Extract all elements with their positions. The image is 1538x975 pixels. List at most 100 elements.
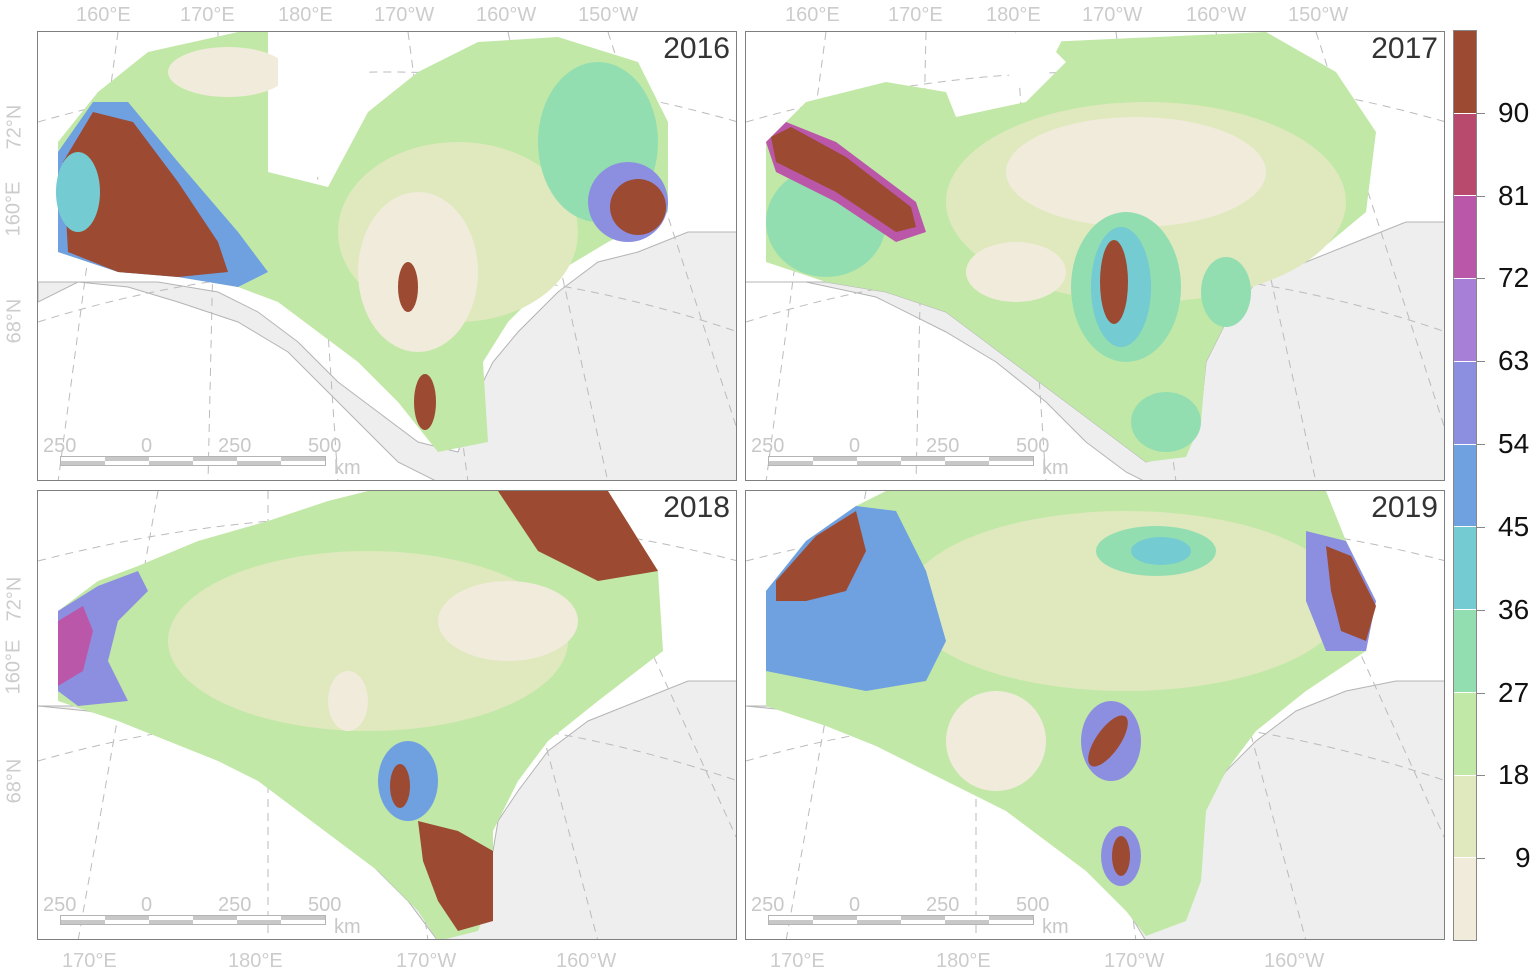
colorbar-label: 18	[1498, 759, 1530, 790]
bottom-lon-label: 160°W	[556, 950, 617, 972]
map-panel-2016: 2016 250 0 250 500 km	[37, 31, 737, 481]
scale-bar-graphic	[768, 915, 1034, 925]
scale-bar-row-top	[769, 916, 1033, 920]
colorbar-tick	[1477, 113, 1485, 114]
bottom-lon-label: 170°E	[62, 950, 117, 972]
colorbar-segment	[1454, 360, 1476, 444]
field-max-east	[1326, 546, 1376, 641]
left-lat-label: 68°N	[3, 758, 26, 804]
colorbar-segment	[1454, 774, 1476, 858]
map-svg-2019	[746, 491, 1444, 939]
top-lon-label: 160°E	[76, 4, 131, 26]
scale-label-0: 0	[141, 894, 153, 916]
top-lon-label: 150°W	[1288, 4, 1349, 26]
colorbar-label: 63	[1498, 345, 1530, 376]
top-lon-label: 160°W	[1186, 4, 1247, 26]
field-max-strait-south	[418, 821, 493, 931]
left-lat-label: 160°E	[2, 639, 25, 695]
panel-year-label: 2018	[661, 491, 732, 525]
field-moderate-north	[1131, 537, 1191, 565]
colorbar-segment	[1454, 609, 1476, 692]
scale-label-250-left: 250	[751, 894, 785, 916]
left-lat-label: 160°E	[2, 181, 25, 237]
colorbar-segment	[1454, 195, 1476, 279]
field-min-south	[946, 691, 1046, 791]
field-mid-east-coast	[1201, 257, 1251, 327]
scale-label-250-left: 250	[43, 894, 77, 916]
scale-bar-row-bottom	[61, 461, 325, 465]
top-lon-label: 180°E	[986, 4, 1041, 26]
panel-year-label: 2017	[1369, 32, 1440, 66]
colorbar-tick	[1477, 444, 1485, 445]
colorbar-segment	[1454, 443, 1476, 527]
field-low-central	[906, 511, 1346, 691]
no-data-north	[1006, 32, 1066, 92]
colorbar-label: 72	[1498, 262, 1530, 293]
top-lon-label: 160°W	[476, 4, 537, 26]
field-min-central	[328, 671, 368, 731]
field-max-strait-south	[414, 374, 436, 430]
scale-bar-row-bottom	[769, 920, 1033, 924]
scale-unit: km	[1042, 916, 1069, 938]
scale-label-250: 250	[218, 894, 252, 916]
field-min-north	[168, 47, 288, 97]
bottom-lon-label: 170°W	[1104, 950, 1165, 972]
scale-label-0: 0	[849, 894, 861, 916]
scale-bar: 250 0 250 500 km	[746, 889, 1076, 939]
colorbar-label: 81	[1498, 180, 1530, 211]
scale-bar-row-top	[769, 457, 1033, 461]
left-lat-label: 68°N	[3, 298, 26, 344]
field-max-west-band	[771, 127, 916, 232]
bottom-lon-label: 180°E	[228, 950, 283, 972]
scale-label-0: 0	[849, 435, 861, 457]
scale-bar-row-bottom	[61, 920, 325, 924]
left-lat-label: 72°N	[3, 104, 26, 150]
field-higher-west-edge	[58, 606, 93, 686]
colorbar-label: 45	[1498, 511, 1530, 542]
top-lon-label: 150°W	[578, 4, 639, 26]
land-chukotka	[38, 231, 736, 480]
scale-label-500: 500	[1016, 894, 1050, 916]
top-lon-label: 160°E	[785, 4, 840, 26]
field-max-strait	[1100, 240, 1128, 324]
scale-bar-graphic	[768, 456, 1034, 466]
scale-bar: 250 0 250 500 km	[746, 430, 1076, 480]
scale-bar-graphic	[60, 915, 326, 925]
bottom-lon-label: 170°E	[770, 950, 825, 972]
top-lon-label: 170°W	[374, 4, 435, 26]
scale-label-250: 250	[926, 894, 960, 916]
scale-label-500: 500	[1016, 435, 1050, 457]
map-svg-2018	[38, 491, 736, 939]
field-max-strait-north	[1088, 715, 1128, 767]
colorbar-tick	[1477, 693, 1485, 694]
colorbar-tick	[1477, 610, 1485, 611]
map-panel-2018: 2018 250 0 250 500 km	[37, 490, 737, 940]
colorbar-segment	[1454, 526, 1476, 610]
colorbar-segment	[1454, 112, 1476, 196]
panel-year-label: 2016	[661, 32, 732, 66]
scale-label-250: 250	[926, 435, 960, 457]
field-max-strait-north	[390, 764, 410, 808]
left-lat-label: 72°N	[3, 576, 26, 622]
field-min-east	[438, 581, 578, 661]
scale-bar: 250 0 250 500 km	[38, 430, 368, 480]
field-max-northeast	[498, 491, 658, 581]
field-max-strait-south	[1112, 836, 1130, 876]
colorbar-label: 90	[1498, 97, 1530, 128]
field-west-pocket	[56, 152, 100, 232]
top-lon-label: 170°W	[1082, 4, 1143, 26]
colorbar-label: 27	[1498, 677, 1530, 708]
scale-bar-row-top	[61, 457, 325, 461]
panel-year-label: 2019	[1369, 491, 1440, 525]
scale-label-500: 500	[308, 894, 342, 916]
field-max-strait-north	[398, 262, 418, 312]
colorbar-label: 54	[1498, 428, 1530, 459]
field-min-central	[1006, 117, 1266, 227]
scale-label-250: 250	[218, 435, 252, 457]
scale-bar-row-bottom	[769, 461, 1033, 465]
map-svg-2017	[746, 32, 1444, 480]
bottom-lon-label: 180°E	[936, 950, 991, 972]
colorbar-tick	[1477, 858, 1485, 859]
colorbar-tick	[1477, 196, 1485, 197]
